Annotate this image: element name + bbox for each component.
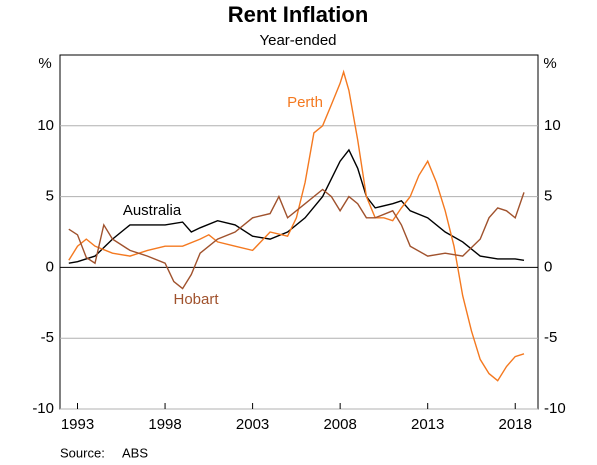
x-tick-label: 2008 xyxy=(323,416,356,433)
x-tick-label: 2013 xyxy=(411,416,444,433)
line xyxy=(68,69,525,382)
y-unit: % xyxy=(38,55,51,72)
series-label: Hobart xyxy=(173,291,219,308)
y2-tick-label: -5 xyxy=(544,329,557,346)
series-label: Perth xyxy=(287,94,323,111)
y-tick-label: -5 xyxy=(41,329,54,346)
x-tick-label: 1998 xyxy=(148,416,181,433)
chart-subtitle: Year-ended xyxy=(259,32,336,49)
line xyxy=(68,148,525,264)
series-label: Australia xyxy=(123,202,182,219)
source-label: Source: xyxy=(60,445,105,460)
x-tick-label: 2018 xyxy=(499,416,532,433)
x-tick-label: 1993 xyxy=(61,416,94,433)
y-tick-label: 0 xyxy=(46,258,54,275)
line xyxy=(68,188,525,290)
y-tick-label: 10 xyxy=(37,117,54,134)
y2-tick-label: -10 xyxy=(544,400,566,417)
y-tick-label: 5 xyxy=(46,188,54,205)
y2-unit: % xyxy=(543,55,556,72)
y-tick-label: -10 xyxy=(32,400,54,417)
y2-tick-label: 0 xyxy=(544,258,552,275)
y2-tick-label: 10 xyxy=(544,117,561,134)
x-tick-label: 2003 xyxy=(236,416,269,433)
chart-title: Rent Inflation xyxy=(228,2,369,27)
source: ABS xyxy=(122,445,148,460)
y2-tick-label: 5 xyxy=(544,188,552,205)
